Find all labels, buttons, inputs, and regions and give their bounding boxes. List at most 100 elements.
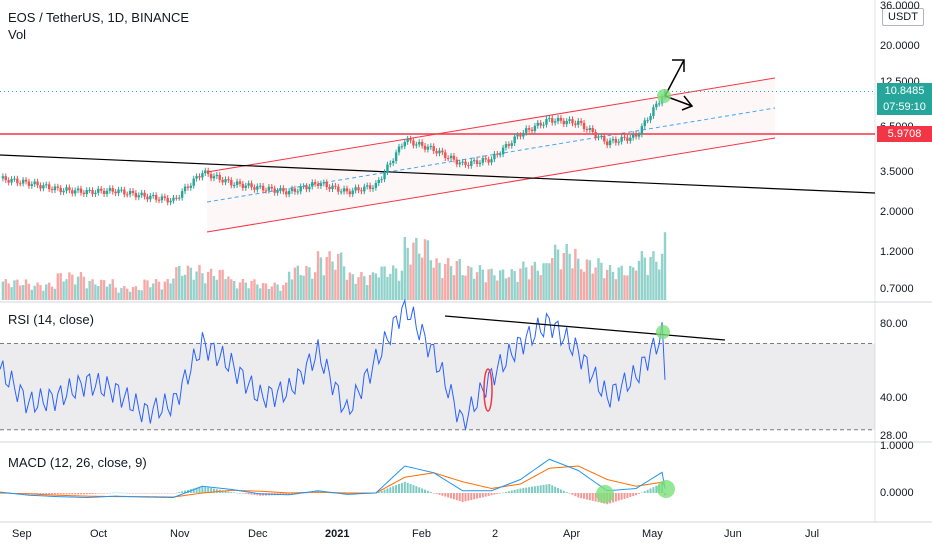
macd-histogram-bar xyxy=(184,490,187,493)
candle-body xyxy=(386,164,389,173)
macd-histogram-bar xyxy=(198,486,201,493)
candle-body xyxy=(256,186,259,190)
volume-bar xyxy=(637,260,641,300)
macd-histogram-bar xyxy=(635,493,638,496)
candle-body xyxy=(432,146,435,152)
candle-body xyxy=(134,192,138,198)
volume-bar xyxy=(449,266,453,300)
x-tick: Feb xyxy=(412,528,431,540)
candle-body xyxy=(631,133,635,138)
macd-histogram-bar xyxy=(160,493,163,494)
candle-body xyxy=(50,189,54,191)
candle-body xyxy=(614,139,618,143)
volume-bar xyxy=(88,280,91,300)
candle-body xyxy=(4,176,7,181)
arrow-up-shaft xyxy=(664,59,685,97)
candle-body xyxy=(623,136,626,138)
candle-body xyxy=(455,159,459,165)
volume-bar xyxy=(305,265,308,300)
volume-bar xyxy=(542,263,545,300)
volume-bar xyxy=(256,284,259,300)
candle-body xyxy=(553,121,557,123)
volume-bar xyxy=(582,271,586,300)
rsi-line xyxy=(0,298,666,430)
candle-body xyxy=(114,191,117,194)
macd-histogram-bar xyxy=(62,493,65,495)
x-tick: Dec xyxy=(248,528,268,540)
volume-bar xyxy=(351,274,354,300)
candle-body xyxy=(128,190,132,195)
candle-body xyxy=(345,188,349,192)
macd-histogram-bar xyxy=(77,493,80,495)
volume-bar xyxy=(342,266,346,300)
macd-histogram-bar xyxy=(525,487,528,493)
volume-bar xyxy=(660,253,664,300)
macd-histogram-bar xyxy=(238,493,241,494)
volume-bar xyxy=(409,264,412,300)
volume-bar xyxy=(316,251,320,300)
volume-bar xyxy=(293,267,297,300)
macd-histogram-bar xyxy=(557,488,560,493)
volume-bar xyxy=(519,268,522,300)
candle-body xyxy=(227,179,230,181)
candle-body xyxy=(105,190,109,195)
macd-histogram-bar xyxy=(559,489,562,493)
macd-label: MACD (12, 26, close, 9) xyxy=(8,455,147,470)
candle-body xyxy=(42,185,45,189)
volume-bar xyxy=(467,265,470,300)
candle-body xyxy=(195,176,198,179)
candle-body xyxy=(71,190,74,194)
macd-histogram-bar xyxy=(400,482,403,493)
macd-histogram-bar xyxy=(640,492,643,494)
volume-bar xyxy=(160,289,164,300)
volume-bar xyxy=(658,269,661,300)
candle-body xyxy=(178,197,181,199)
volume-bar xyxy=(646,274,649,300)
candle-body xyxy=(400,146,404,148)
currency-selector[interactable]: USDT xyxy=(882,8,924,26)
volume-bar xyxy=(47,282,51,300)
volume-bar xyxy=(504,278,508,300)
candle-body xyxy=(357,187,360,191)
macd-histogram-bar xyxy=(652,487,655,493)
volume-bar xyxy=(354,283,357,300)
volume-bar xyxy=(345,279,349,300)
volume-bar xyxy=(232,280,236,300)
macd-histogram-bar xyxy=(74,493,77,495)
candle-body xyxy=(82,192,86,195)
macd-histogram-bar xyxy=(646,489,649,493)
volume-bar xyxy=(389,273,392,300)
macd-histogram-bar xyxy=(481,493,484,498)
macd-histogram-bar xyxy=(215,489,218,493)
macd-histogram-bar xyxy=(192,488,195,493)
macd-histogram-bar xyxy=(114,492,117,494)
macd-histogram-bar xyxy=(467,493,470,501)
volume-bar xyxy=(597,258,600,300)
macd-histogram-bar xyxy=(236,492,239,494)
volume-bar xyxy=(302,275,305,300)
volume-bar xyxy=(562,252,566,300)
volume-bar xyxy=(363,276,366,300)
candle-body xyxy=(551,118,554,123)
macd-histogram-bar xyxy=(386,488,389,493)
macd-histogram-bar xyxy=(210,488,213,493)
candle-body xyxy=(33,181,36,185)
candle-body xyxy=(250,183,253,188)
candle-body xyxy=(126,194,129,196)
macd-histogram-bar xyxy=(551,485,554,493)
volume-bar xyxy=(464,275,467,300)
candle-body xyxy=(444,152,447,159)
candle-body xyxy=(548,118,551,120)
macd-histogram-bar xyxy=(409,484,412,493)
macd-histogram-bar xyxy=(542,484,545,493)
macd-histogram-bar xyxy=(108,492,111,494)
volume-bar xyxy=(209,268,213,300)
candle-body xyxy=(24,179,28,182)
candle-body xyxy=(620,136,623,142)
volume-bar xyxy=(238,282,242,300)
volume-bar xyxy=(261,283,265,300)
candle-body xyxy=(247,183,250,186)
macd-histogram-bar xyxy=(536,485,539,493)
volume-bar xyxy=(545,263,548,300)
